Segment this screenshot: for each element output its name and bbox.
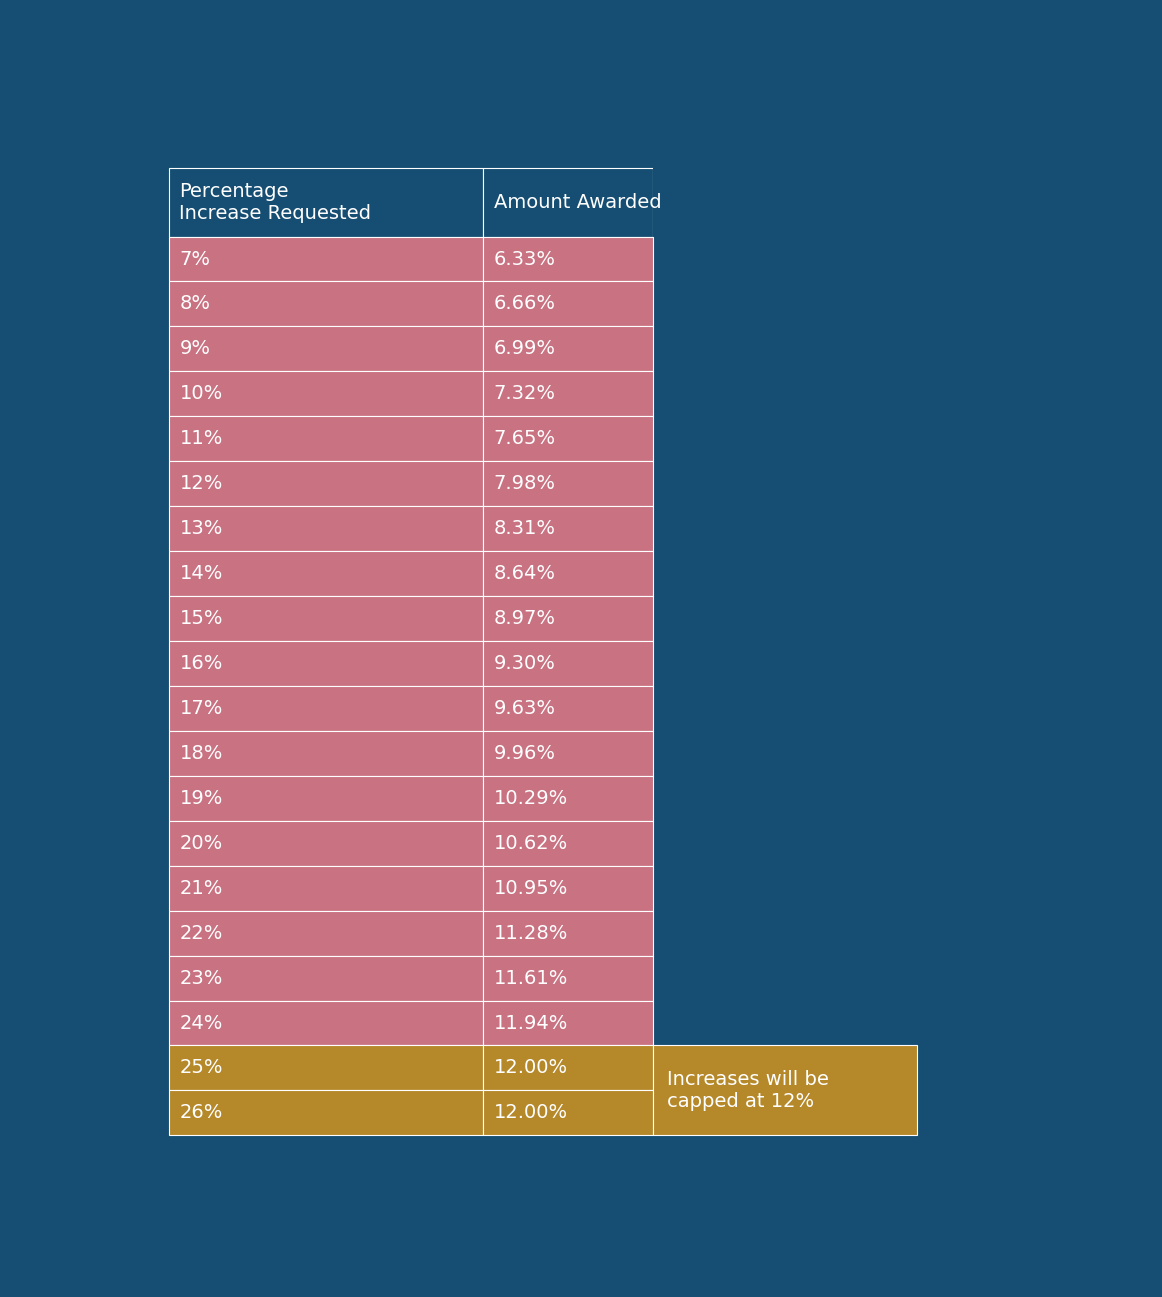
Text: 8.31%: 8.31% [494, 519, 555, 538]
Bar [483, 732, 653, 776]
Bar [483, 281, 653, 327]
Bar [168, 732, 483, 776]
Bar [168, 776, 483, 821]
Text: 19%: 19% [179, 789, 223, 808]
Bar [168, 641, 483, 686]
Text: 12%: 12% [179, 475, 223, 493]
Text: 11%: 11% [179, 429, 223, 449]
Text: 10.95%: 10.95% [494, 878, 568, 898]
Bar [168, 416, 483, 462]
Text: 14%: 14% [179, 564, 223, 584]
Text: 21%: 21% [179, 878, 223, 898]
Text: 9%: 9% [179, 340, 210, 358]
Text: 11.28%: 11.28% [494, 923, 568, 943]
Bar [483, 236, 653, 281]
Text: 9.63%: 9.63% [494, 699, 555, 719]
Bar [483, 167, 653, 236]
Bar [168, 597, 483, 641]
Text: 18%: 18% [179, 744, 223, 763]
Text: 25%: 25% [179, 1058, 223, 1078]
Text: 12.00%: 12.00% [494, 1058, 568, 1078]
Text: 10.62%: 10.62% [494, 834, 568, 852]
Text: 9.30%: 9.30% [494, 654, 555, 673]
Text: 13%: 13% [179, 519, 223, 538]
Text: 10%: 10% [179, 384, 223, 403]
Bar [483, 327, 653, 371]
Bar [483, 776, 653, 821]
Bar [483, 371, 653, 416]
Bar [653, 167, 917, 236]
Bar [168, 865, 483, 910]
Text: 7.98%: 7.98% [494, 475, 555, 493]
Text: 11.61%: 11.61% [494, 969, 568, 987]
Bar [483, 865, 653, 910]
Text: Increases will be
capped at 12%: Increases will be capped at 12% [667, 1070, 829, 1112]
Text: 6.99%: 6.99% [494, 340, 555, 358]
Bar [168, 910, 483, 956]
Bar [168, 506, 483, 551]
Bar [168, 327, 483, 371]
Bar [168, 236, 483, 281]
Text: 16%: 16% [179, 654, 223, 673]
Bar [168, 1000, 483, 1045]
Bar [483, 462, 653, 506]
Text: 23%: 23% [179, 969, 223, 987]
Bar [483, 1091, 653, 1135]
Text: 24%: 24% [179, 1013, 223, 1032]
Text: 10.29%: 10.29% [494, 789, 568, 808]
Bar [483, 506, 653, 551]
Bar [483, 1045, 653, 1091]
Text: 17%: 17% [179, 699, 223, 719]
Bar [168, 371, 483, 416]
Text: 7.32%: 7.32% [494, 384, 555, 403]
Bar [483, 551, 653, 597]
Text: 12.00%: 12.00% [494, 1104, 568, 1122]
Bar [168, 956, 483, 1000]
Text: 20%: 20% [179, 834, 223, 852]
Text: 6.33%: 6.33% [494, 249, 555, 268]
Bar [483, 416, 653, 462]
Text: 9.96%: 9.96% [494, 744, 555, 763]
Bar [168, 1045, 483, 1091]
Bar [168, 281, 483, 327]
Text: Amount Awarded: Amount Awarded [494, 192, 661, 211]
Text: 6.66%: 6.66% [494, 294, 555, 314]
Bar [168, 821, 483, 865]
Text: Percentage
Increase Requested: Percentage Increase Requested [179, 182, 372, 223]
Bar [483, 686, 653, 732]
Text: 8%: 8% [179, 294, 210, 314]
Bar [653, 1045, 917, 1135]
Text: 22%: 22% [179, 923, 223, 943]
Text: 15%: 15% [179, 610, 223, 628]
Text: 7.65%: 7.65% [494, 429, 555, 449]
Bar [483, 821, 653, 865]
Text: 11.94%: 11.94% [494, 1013, 568, 1032]
Bar [483, 641, 653, 686]
Text: 26%: 26% [179, 1104, 223, 1122]
Text: 7%: 7% [179, 249, 210, 268]
Bar [168, 462, 483, 506]
Text: 8.64%: 8.64% [494, 564, 555, 584]
Bar [483, 1000, 653, 1045]
Bar [483, 910, 653, 956]
Bar [483, 597, 653, 641]
Bar [168, 167, 483, 236]
Bar [168, 1091, 483, 1135]
Bar [483, 956, 653, 1000]
Text: 8.97%: 8.97% [494, 610, 555, 628]
Bar [168, 551, 483, 597]
Bar [168, 686, 483, 732]
